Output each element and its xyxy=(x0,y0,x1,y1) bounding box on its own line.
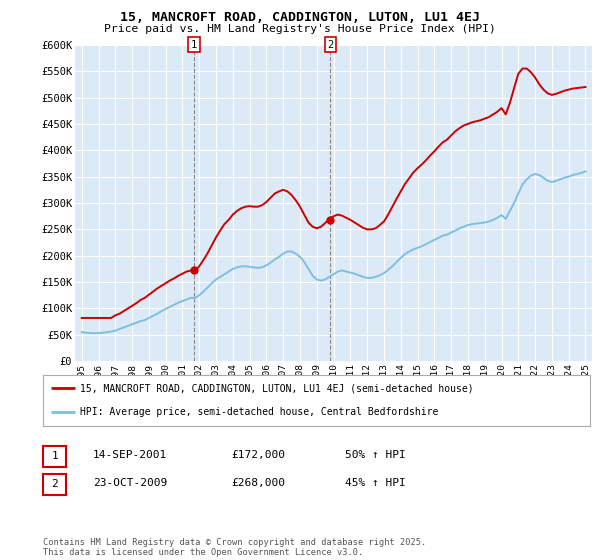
Text: 23-OCT-2009: 23-OCT-2009 xyxy=(93,478,167,488)
Text: Contains HM Land Registry data © Crown copyright and database right 2025.
This d: Contains HM Land Registry data © Crown c… xyxy=(43,538,427,557)
Text: 15, MANCROFT ROAD, CADDINGTON, LUTON, LU1 4EJ: 15, MANCROFT ROAD, CADDINGTON, LUTON, LU… xyxy=(120,11,480,24)
Text: 50% ↑ HPI: 50% ↑ HPI xyxy=(345,450,406,460)
Text: 1: 1 xyxy=(191,40,197,50)
Text: 15, MANCROFT ROAD, CADDINGTON, LUTON, LU1 4EJ (semi-detached house): 15, MANCROFT ROAD, CADDINGTON, LUTON, LU… xyxy=(80,383,474,393)
Text: 14-SEP-2001: 14-SEP-2001 xyxy=(93,450,167,460)
Text: Price paid vs. HM Land Registry's House Price Index (HPI): Price paid vs. HM Land Registry's House … xyxy=(104,24,496,34)
Text: 45% ↑ HPI: 45% ↑ HPI xyxy=(345,478,406,488)
Text: 1: 1 xyxy=(51,451,58,461)
Text: £172,000: £172,000 xyxy=(231,450,285,460)
Text: HPI: Average price, semi-detached house, Central Bedfordshire: HPI: Average price, semi-detached house,… xyxy=(80,408,439,418)
Text: 2: 2 xyxy=(327,40,334,50)
Text: £268,000: £268,000 xyxy=(231,478,285,488)
Text: 2: 2 xyxy=(51,479,58,489)
